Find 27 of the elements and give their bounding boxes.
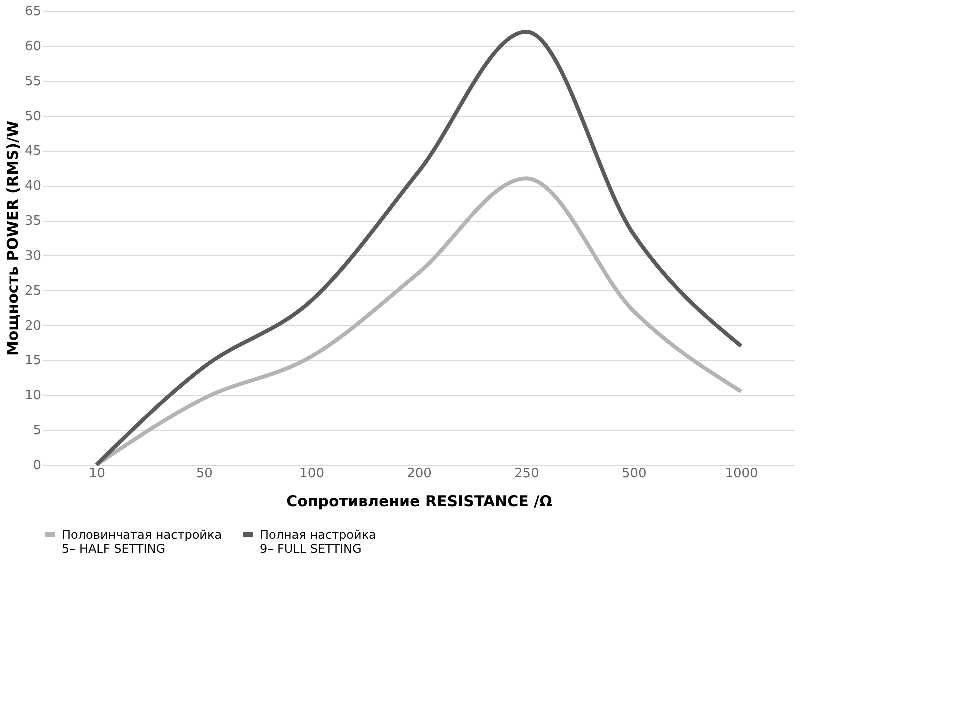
y-tick-label: 10 [24, 388, 42, 404]
line-series [94, 30, 744, 467]
y-tick-label: 50 [24, 109, 42, 124]
y-tick-label: 55 [24, 74, 42, 90]
y-tick-label: 25 [24, 284, 42, 299]
y-tick-label: 60 [24, 39, 42, 54]
x-tick-label: 200 [407, 466, 432, 482]
x-tick-label: 500 [622, 466, 647, 482]
legend-label: Полная настройка 9– FULL SETTING [260, 528, 376, 556]
y-tick-label: 30 [24, 248, 42, 264]
x-tick-label: 10 [88, 466, 106, 482]
y-tick-label: 20 [24, 318, 42, 334]
y-tick-label: 0 [33, 458, 42, 474]
x-tick-label: 100 [300, 466, 324, 482]
y-tick-label: 45 [24, 144, 42, 160]
x-tick-label: 1000 [725, 466, 758, 482]
y-tick-label: 35 [24, 214, 42, 230]
y-tick-label: 5 [33, 424, 42, 439]
y-tick-label: 40 [24, 179, 42, 194]
y-axis-title: Мощность POWER (RMS)/W [4, 120, 22, 356]
x-tick-label: 250 [514, 466, 540, 482]
y-tick-label: 15 [24, 354, 42, 369]
legend-label: Половинчатая настройка 5– HALF SETTING [62, 528, 222, 556]
line-series [94, 176, 744, 467]
x-tick-label: 50 [196, 466, 213, 482]
x-axis-title: Сопротивление RESISTANCE /Ω [286, 492, 553, 510]
y-tick-label: 65 [24, 4, 42, 20]
